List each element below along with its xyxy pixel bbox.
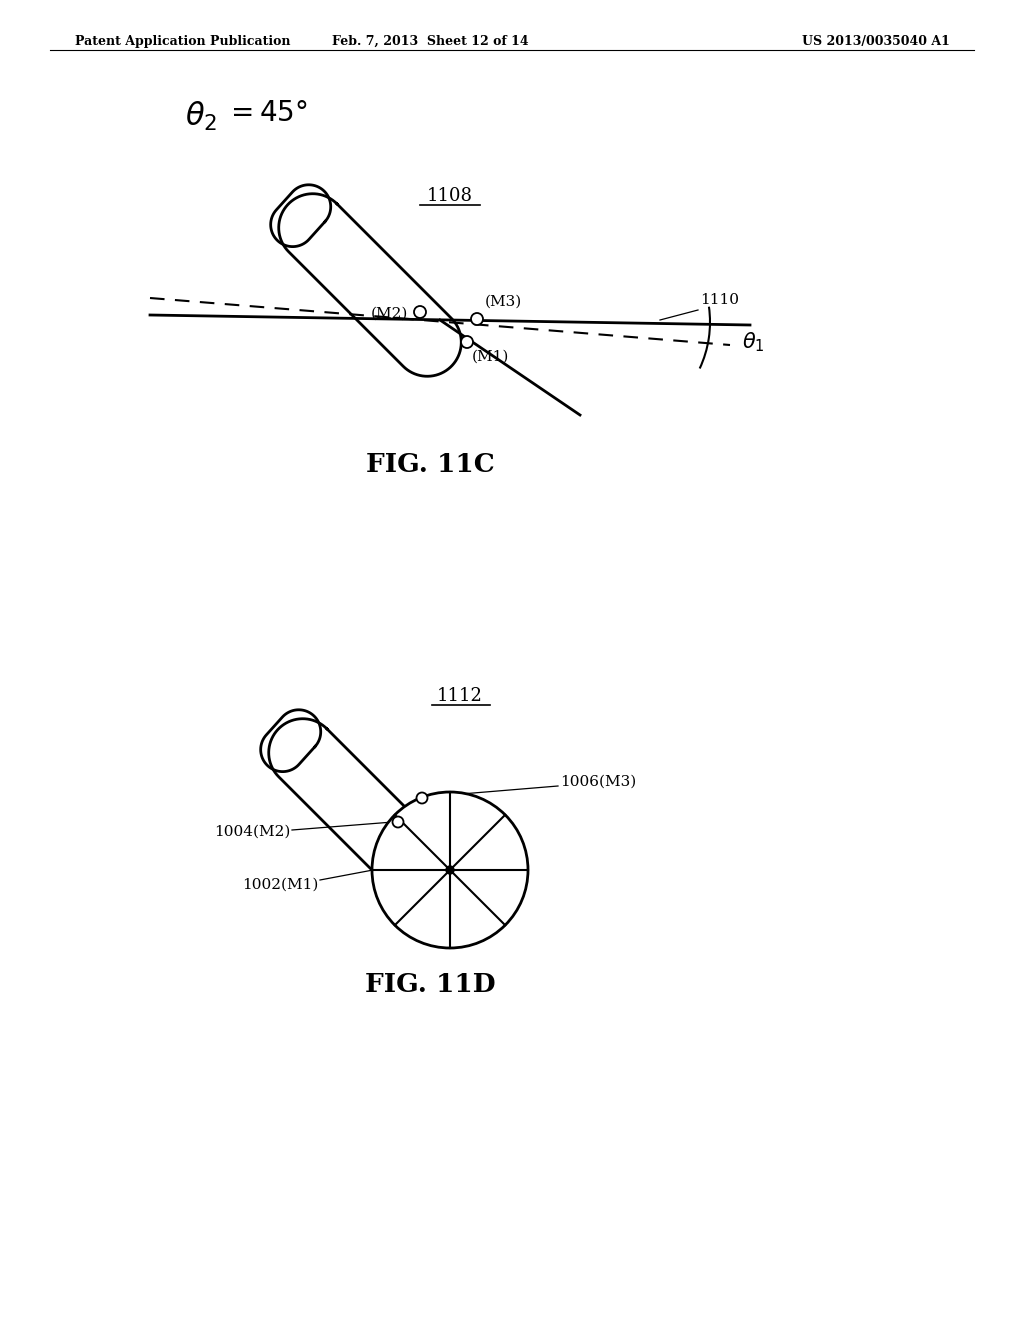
Circle shape bbox=[417, 792, 427, 804]
Text: Feb. 7, 2013  Sheet 12 of 14: Feb. 7, 2013 Sheet 12 of 14 bbox=[332, 36, 528, 48]
Text: 1110: 1110 bbox=[700, 293, 739, 308]
Circle shape bbox=[414, 306, 426, 318]
Text: $= 45°$: $= 45°$ bbox=[225, 100, 307, 127]
Text: $\theta_1$: $\theta_1$ bbox=[742, 330, 765, 354]
Circle shape bbox=[471, 313, 483, 325]
Circle shape bbox=[461, 337, 473, 348]
Circle shape bbox=[372, 792, 528, 948]
Circle shape bbox=[392, 817, 403, 828]
Text: 1006(M3): 1006(M3) bbox=[560, 775, 636, 789]
Text: 1002(M1): 1002(M1) bbox=[242, 878, 318, 892]
Text: FIG. 11C: FIG. 11C bbox=[366, 453, 495, 478]
Text: (M2): (M2) bbox=[371, 308, 408, 321]
Text: (M1): (M1) bbox=[472, 350, 509, 364]
Circle shape bbox=[446, 866, 454, 874]
Text: FIG. 11D: FIG. 11D bbox=[365, 973, 496, 998]
Text: $\theta_2$: $\theta_2$ bbox=[185, 100, 217, 133]
Text: (M3): (M3) bbox=[485, 294, 522, 309]
Text: 1004(M2): 1004(M2) bbox=[214, 825, 290, 840]
Text: 1108: 1108 bbox=[427, 187, 473, 205]
Text: Patent Application Publication: Patent Application Publication bbox=[75, 36, 291, 48]
Text: 1112: 1112 bbox=[437, 686, 483, 705]
Text: US 2013/0035040 A1: US 2013/0035040 A1 bbox=[802, 36, 950, 48]
